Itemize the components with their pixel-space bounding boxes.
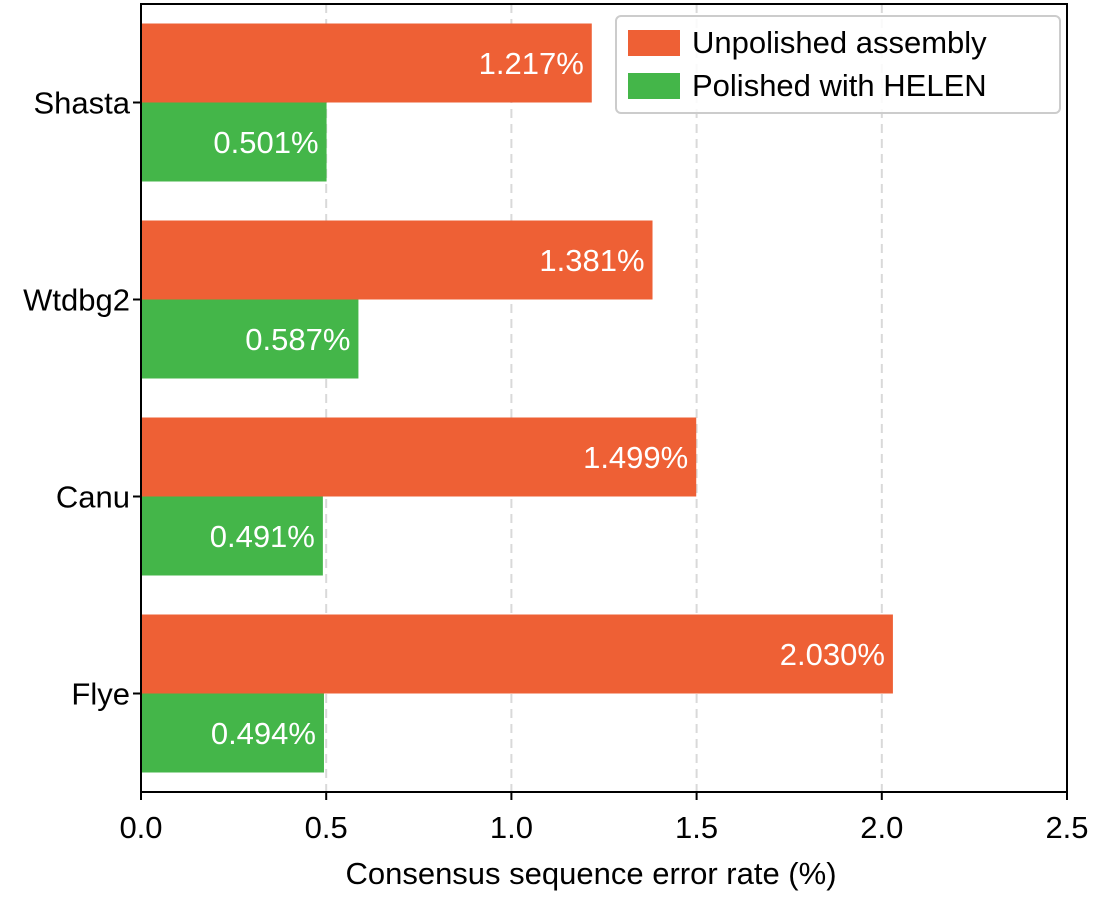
y-tick-label: Shasta [33, 86, 130, 121]
y-tick-label: Wtdbg2 [23, 283, 130, 318]
polished-bar [141, 496, 323, 576]
polished-bar [141, 299, 359, 379]
legend-swatch [628, 30, 680, 56]
bar-value-labels: 1.217% 0.501% 1.381% 0.587% 1.499% 0.491% 2.03… [210, 46, 885, 751]
x-tick-label: 1.5 [675, 810, 718, 845]
unpolished-bar-label: 1.499% [583, 440, 688, 475]
x-tick-label: 2.5 [1045, 810, 1088, 845]
y-tick-label: Canu [56, 480, 130, 515]
x-tick-label: 1.0 [490, 810, 533, 845]
polished-bar-label: 0.587% [245, 322, 350, 357]
polished-bar [141, 693, 324, 773]
x-axis-ticks: 0.0 0.5 1.0 1.5 2.0 2.5 [119, 792, 1089, 845]
plot-frame [140, 3, 1068, 793]
legend-swatch [628, 73, 680, 99]
x-tick-label: 0.5 [305, 810, 348, 845]
unpolished-bar-label: 1.381% [539, 243, 644, 278]
polished-bar-label: 0.491% [210, 519, 315, 554]
grid-lines [325, 4, 883, 792]
unpolished-bar-label: 2.030% [780, 637, 885, 672]
unpolished-bar-label: 1.217% [479, 46, 584, 81]
x-tick-label: 0.0 [119, 810, 162, 845]
legend-label: Polished with HELEN [692, 68, 987, 103]
unpolished-bar [141, 614, 893, 694]
x-tick-label: 2.0 [860, 810, 903, 845]
polished-bar [141, 102, 327, 182]
unpolished-bar [141, 23, 592, 103]
legend: Unpolished assembly Polished with HELEN [615, 15, 1061, 114]
legend-box [615, 15, 1061, 114]
unpolished-bar [141, 417, 697, 497]
polished-bar-label: 0.494% [211, 716, 316, 751]
legend-label: Unpolished assembly [692, 25, 987, 60]
bars [141, 23, 893, 773]
polished-bar-label: 0.501% [213, 125, 318, 160]
x-axis-label: Consensus sequence error rate (%) [345, 856, 836, 891]
y-axis-ticks: Shasta Wtdbg2 Canu Flye [23, 86, 141, 712]
unpolished-bar [141, 220, 653, 300]
y-tick-label: Flye [71, 677, 130, 712]
